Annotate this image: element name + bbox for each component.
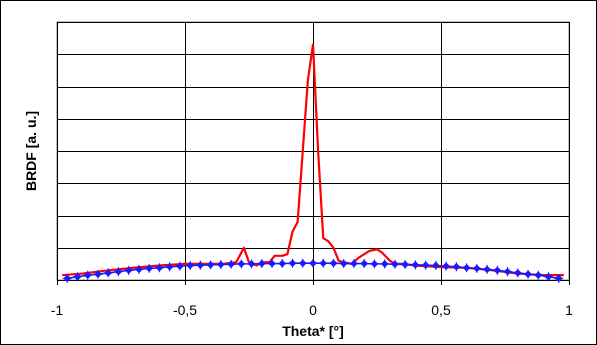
- data-point-plus: [83, 270, 93, 280]
- data-point-plus: [533, 270, 543, 280]
- data-point-plus: [482, 264, 492, 274]
- data-point-plus: [462, 263, 472, 273]
- data-point-plus: [277, 259, 287, 269]
- data-point-plus: [390, 259, 400, 269]
- data-point-plus: [195, 260, 205, 270]
- series-1: [62, 258, 564, 283]
- data-point-plus: [144, 263, 154, 273]
- data-point-plus: [421, 260, 431, 270]
- data-point-plus: [134, 264, 144, 274]
- data-point-plus: [492, 265, 502, 275]
- data-point-plus: [113, 267, 123, 277]
- data-point-plus: [328, 258, 338, 268]
- data-point-plus: [441, 261, 451, 271]
- data-point-plus: [175, 261, 185, 271]
- data-point-plus: [339, 259, 349, 269]
- data-point-plus: [124, 265, 134, 275]
- data-point-plus: [380, 259, 390, 269]
- data-point-plus: [165, 262, 175, 272]
- data-point-plus: [103, 268, 113, 278]
- data-point-plus: [267, 259, 277, 269]
- series-layer: [62, 43, 564, 283]
- y-axis-title: BRDF [a. u.]: [23, 111, 39, 191]
- data-point-plus: [93, 269, 103, 279]
- x-tick-label: 1: [565, 302, 573, 318]
- data-point-plus: [513, 268, 523, 278]
- data-point-plus: [369, 259, 379, 269]
- x-tick-label: 0: [309, 302, 317, 318]
- data-point-plus: [226, 259, 236, 269]
- data-point-plus: [503, 267, 513, 277]
- data-point-plus: [318, 258, 328, 268]
- data-point-plus: [247, 259, 257, 269]
- x-tick-labels: -1 -0,5 0 0,5 1: [51, 302, 573, 318]
- x-tick-label: -0,5: [173, 302, 197, 318]
- data-point-plus: [431, 260, 441, 270]
- data-point-plus: [349, 259, 359, 269]
- data-point-plus: [216, 260, 226, 270]
- x-tick-label: -1: [51, 302, 64, 318]
- data-point-plus: [257, 259, 267, 269]
- data-point-plus: [288, 258, 298, 268]
- data-point-plus: [472, 263, 482, 273]
- data-point-plus: [236, 259, 246, 269]
- x-axis-title: Theta* [°]: [282, 323, 344, 339]
- data-point-plus: [154, 263, 164, 273]
- data-point-plus: [359, 259, 369, 269]
- data-point-plus: [523, 269, 533, 279]
- data-point-plus: [62, 273, 72, 283]
- data-point-plus: [410, 260, 420, 270]
- data-point-plus: [72, 272, 82, 282]
- data-point-plus: [400, 260, 410, 270]
- data-point-plus: [554, 273, 564, 283]
- data-point-plus: [451, 262, 461, 272]
- x-tick-label: 0,5: [431, 302, 451, 318]
- data-point-plus: [544, 272, 554, 282]
- data-point-plus: [308, 258, 318, 268]
- data-point-plus: [206, 260, 216, 270]
- data-point-plus: [298, 258, 308, 268]
- grid: [57, 22, 570, 285]
- data-point-plus: [185, 260, 195, 270]
